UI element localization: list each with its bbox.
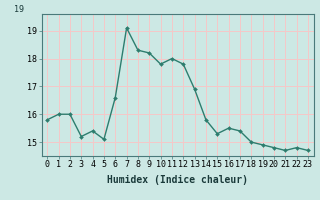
- X-axis label: Humidex (Indice chaleur): Humidex (Indice chaleur): [107, 175, 248, 185]
- Text: 19: 19: [14, 5, 24, 14]
